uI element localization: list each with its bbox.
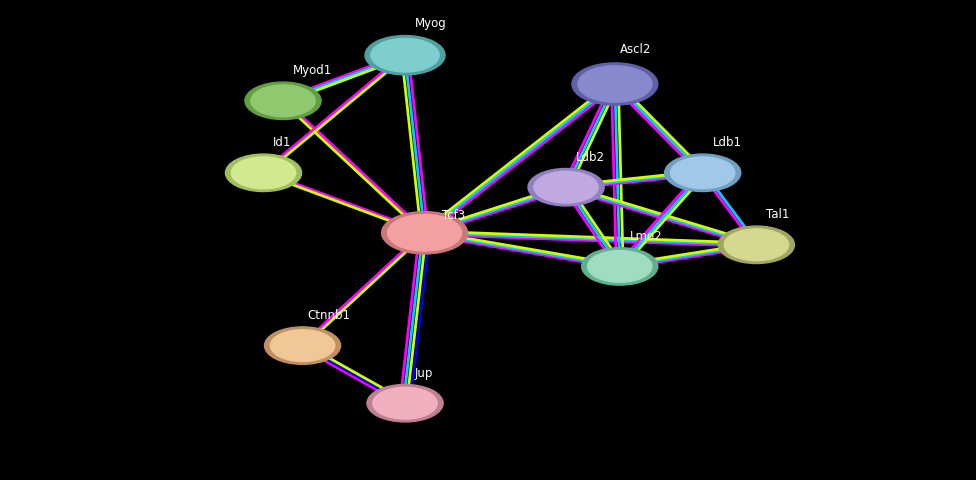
Circle shape: [365, 36, 445, 75]
Text: Myog: Myog: [415, 17, 447, 30]
Circle shape: [382, 212, 468, 254]
Circle shape: [231, 157, 296, 189]
Text: Lmo2: Lmo2: [630, 230, 662, 243]
Circle shape: [665, 154, 741, 192]
Text: Ctnnb1: Ctnnb1: [307, 309, 350, 322]
Text: Id1: Id1: [273, 136, 292, 149]
Circle shape: [251, 85, 315, 117]
Text: Ascl2: Ascl2: [620, 43, 651, 56]
Text: Tcf3: Tcf3: [442, 209, 466, 222]
Text: Myod1: Myod1: [293, 64, 332, 77]
Circle shape: [582, 248, 658, 285]
Circle shape: [245, 82, 321, 120]
Circle shape: [724, 229, 789, 261]
Text: Tal1: Tal1: [766, 208, 790, 221]
Circle shape: [534, 171, 598, 203]
Text: Ldb2: Ldb2: [576, 151, 605, 164]
Circle shape: [528, 168, 604, 206]
Circle shape: [588, 251, 652, 282]
Circle shape: [264, 327, 341, 364]
Text: Jup: Jup: [415, 367, 433, 380]
Circle shape: [718, 226, 794, 264]
Circle shape: [578, 66, 652, 102]
Circle shape: [671, 157, 735, 189]
Circle shape: [367, 384, 443, 422]
Circle shape: [572, 63, 658, 105]
Circle shape: [270, 330, 335, 361]
Circle shape: [373, 387, 437, 419]
Circle shape: [371, 38, 439, 72]
Text: Ldb1: Ldb1: [712, 136, 742, 149]
Circle shape: [225, 154, 302, 192]
Circle shape: [387, 215, 462, 251]
